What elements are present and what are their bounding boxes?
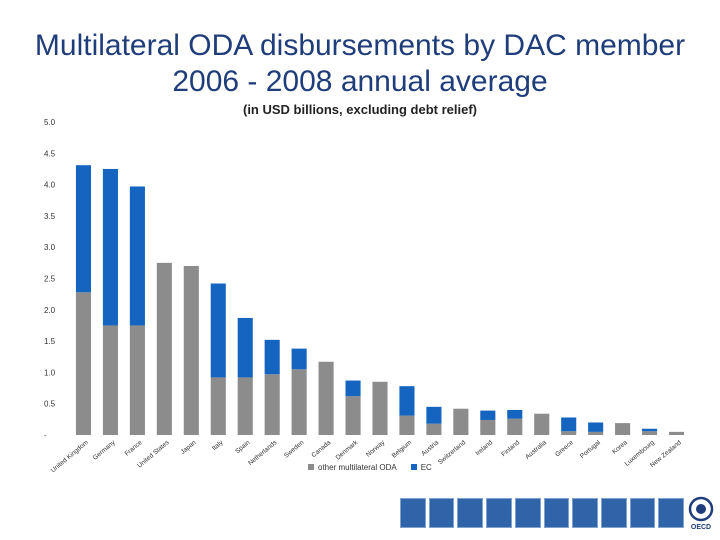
footer-image-tile: [400, 498, 426, 528]
bar-other-multilateral: [237, 377, 253, 435]
x-tick-label: Spain: [234, 439, 252, 455]
bar-ec: [399, 386, 415, 416]
footer-image-tile: [572, 498, 598, 528]
bar-other-multilateral: [399, 415, 415, 435]
y-tick-label: 1.5: [44, 337, 56, 346]
x-tick-label: Switzerland: [437, 439, 468, 466]
x-tick-label: France: [124, 439, 144, 458]
legend-swatch-other: [308, 464, 314, 470]
footer-image-tile: [514, 498, 541, 528]
x-tick-label: Norway: [365, 439, 387, 459]
x-tick-label: Japan: [180, 439, 198, 456]
x-tick-label: Korea: [611, 439, 629, 456]
bar-other-multilateral: [453, 408, 469, 435]
legend-item-other: other multilateral ODA: [308, 463, 397, 472]
x-tick-label: Austria: [420, 439, 440, 458]
y-tick-label: 4.0: [44, 181, 56, 190]
y-tick-label: 3.0: [44, 243, 56, 252]
x-tick-label: United Kingdom: [50, 439, 90, 474]
footer-image-tile: [629, 498, 656, 528]
y-tick-label: 2.5: [44, 275, 56, 284]
bar-other-multilateral: [372, 381, 388, 435]
x-tick-label: Denmark: [335, 439, 360, 462]
bar-other-multilateral: [534, 413, 550, 435]
bar-ec: [102, 168, 118, 326]
bar-ec: [588, 422, 604, 432]
bar-other-multilateral: [318, 361, 334, 435]
bar-ec: [264, 339, 280, 375]
legend-label-ec: EC: [420, 462, 432, 472]
bar-other-multilateral: [291, 369, 307, 435]
footer-image-tile: [457, 498, 484, 528]
x-tick-label: Netherlands: [247, 439, 279, 467]
bar-other-multilateral: [426, 423, 442, 435]
y-tick-label: 5.0: [44, 118, 56, 127]
bar-other-multilateral: [668, 431, 685, 435]
bar-ec: [129, 186, 145, 326]
bars: [75, 165, 685, 435]
y-tick-label: 2.0: [44, 306, 56, 315]
bar-other-multilateral: [102, 325, 118, 435]
x-tick-label: Greece: [554, 439, 575, 458]
bar-other-multilateral: [588, 431, 604, 435]
legend-swatch-ec: [410, 464, 417, 470]
chart-subtitle: (in USD billions, excluding debt relief): [242, 102, 478, 117]
y-tick-label: 4.5: [44, 149, 56, 158]
chart-title: Multilateral ODA disbursements by DAC me…: [34, 29, 686, 98]
bar-ec: [345, 380, 361, 397]
legend-label-other: other multilateral ODA: [318, 462, 397, 472]
legend: other multilateral ODA EC: [308, 461, 432, 473]
x-tick-label: Germany: [92, 439, 118, 462]
oecd-logo-core: [696, 504, 706, 514]
y-tick-label: 0.5: [44, 400, 56, 409]
footer-image-tile: [600, 498, 627, 528]
bar-ec: [642, 428, 658, 432]
bar-ec: [561, 417, 577, 432]
footer-image-strip: [400, 498, 685, 528]
x-tick-label: Belgium: [391, 439, 413, 459]
bar-other-multilateral: [642, 431, 658, 435]
y-axis-ticks: - 0.5 1.0 1.5 2.0 2.5 3.0 3.5 4.0 4.5 5.0: [44, 118, 56, 440]
bar-other-multilateral: [156, 262, 172, 435]
footer-image-tile: [486, 498, 512, 528]
oecd-logo-text: OECD: [691, 524, 711, 531]
legend-item-ec: EC: [410, 462, 432, 472]
bar-ec: [237, 317, 253, 378]
bar-other-multilateral: [75, 292, 92, 435]
bar-ec: [210, 283, 226, 378]
y-tick-label: -: [44, 431, 47, 440]
bar-ec: [480, 410, 496, 420]
bar-ec: [75, 165, 92, 293]
bar-other-multilateral: [129, 325, 145, 435]
bar-other-multilateral: [507, 418, 523, 435]
bar-other-multilateral: [615, 423, 631, 435]
bar-other-multilateral: [183, 265, 199, 435]
bar-ec: [291, 348, 307, 370]
x-tick-label: Ireland: [474, 439, 494, 457]
y-tick-label: 3.5: [44, 212, 56, 221]
bar-ec: [426, 406, 442, 424]
y-tick-label: 1.0: [44, 368, 56, 377]
x-tick-label: Italy: [211, 439, 225, 453]
x-tick-label: Sweden: [283, 439, 306, 460]
bar-other-multilateral: [345, 396, 361, 435]
footer-image-tile: [543, 498, 570, 528]
bar-other-multilateral: [264, 374, 280, 435]
x-tick-label: Finland: [500, 439, 521, 458]
oecd-logo-ring: [688, 496, 714, 522]
x-tick-label: Portugal: [579, 439, 602, 460]
footer-image-tile: [658, 498, 685, 528]
bar-other-multilateral: [561, 431, 577, 435]
bar-ec: [507, 409, 523, 419]
oecd-logo: OECD: [688, 496, 714, 531]
x-tick-label: Canada: [310, 439, 332, 459]
bar-other-multilateral: [210, 377, 226, 435]
x-tick-label: Australia: [524, 439, 548, 461]
footer-image-tile: [428, 498, 455, 528]
bar-other-multilateral: [480, 419, 496, 435]
